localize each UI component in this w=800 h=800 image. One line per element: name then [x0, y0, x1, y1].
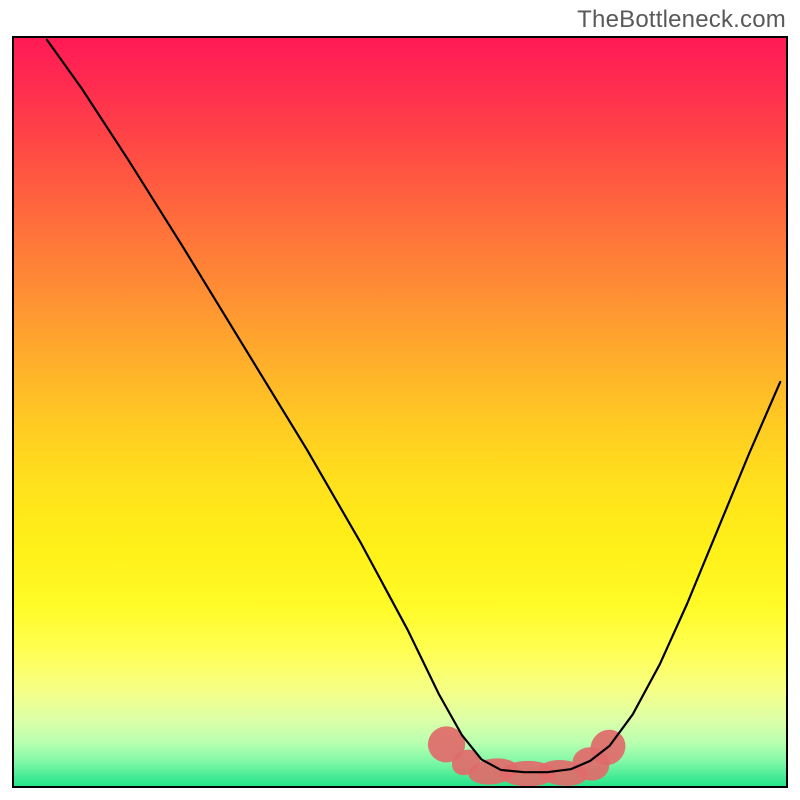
watermark-text: TheBottleneck.com	[577, 6, 786, 34]
bottleneck-chart	[12, 36, 788, 788]
chart-container	[12, 36, 788, 788]
gradient-background	[12, 36, 788, 788]
